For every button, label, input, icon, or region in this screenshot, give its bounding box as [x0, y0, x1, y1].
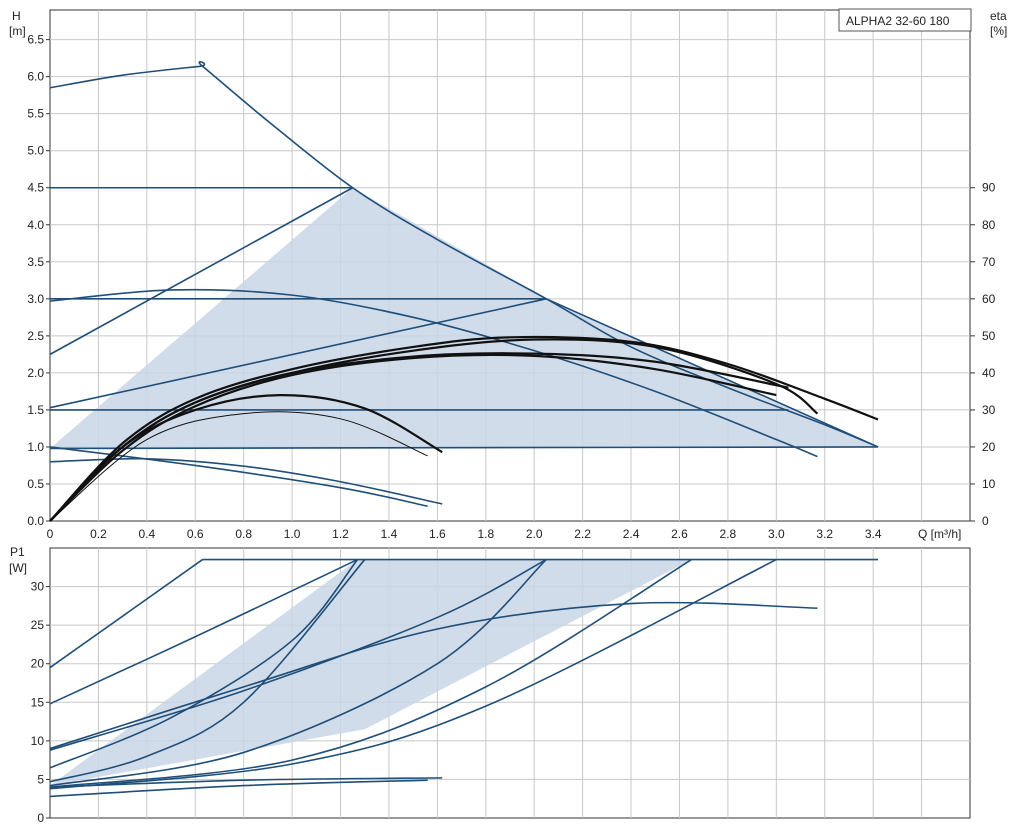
flow-x-tick-label: 2.2 — [574, 527, 591, 541]
flow-x-tick-label: 3.4 — [865, 527, 882, 541]
pump-model-label: ALPHA2 32-60 180 — [846, 14, 950, 28]
head-curve-line — [49, 298, 547, 409]
head-y-tick-label: 6.5 — [27, 33, 44, 47]
flow-x-tick-label: 0.4 — [138, 527, 155, 541]
flow-axis-label: Q [m³/h] — [918, 527, 961, 541]
power-y-tick-label: 15 — [31, 695, 45, 709]
power-axis-unit: [W] — [9, 561, 27, 575]
head-curve-line — [49, 288, 818, 458]
axis-layer: 0.0 0.5 1.0 1.5 2.0 2.5 3.0 3.5 4.0 4.5 5.0 5.5 6.0 6… — [27, 33, 995, 825]
head-axis-unit: [m] — [9, 24, 26, 38]
power-y-tick-label: 0 — [37, 811, 44, 825]
efficiency-tick-label: 80 — [982, 218, 996, 232]
head-y-tick-label: 2.0 — [27, 366, 44, 380]
head-y-tick-label: 0.0 — [27, 514, 44, 528]
efficiency-tick-label: 60 — [982, 292, 996, 306]
power-y-tick-label: 30 — [31, 580, 45, 594]
efficiency-tick-label: 10 — [982, 477, 996, 491]
head-y-tick-label: 4.0 — [27, 218, 44, 232]
efficiency-tick-label: 70 — [982, 255, 996, 269]
power-operating-area — [50, 559, 692, 786]
power-curve-line — [49, 558, 547, 751]
flow-x-tick-label: 1.4 — [381, 527, 398, 541]
head-efficiency-thin-line — [49, 411, 428, 522]
efficiency-tick-label: 0 — [982, 514, 989, 528]
flow-x-tick-label: 2.6 — [671, 527, 688, 541]
power-curve-line — [49, 779, 428, 798]
head-curve-line — [49, 446, 879, 450]
flow-x-tick-label: 0.6 — [187, 527, 204, 541]
head-y-tick-label: 1.5 — [27, 403, 44, 417]
power-curve-line — [49, 558, 547, 787]
head-curve-line — [49, 457, 443, 505]
flow-x-tick-label: 0 — [47, 527, 54, 541]
top-panel-labels: H [m] eta [%] Q [m³/h] — [9, 9, 1007, 541]
power-curve-line — [49, 559, 366, 783]
head-curve-line — [49, 187, 354, 356]
head-y-tick-label: 3.0 — [27, 292, 44, 306]
flow-x-tick-label: 1.8 — [477, 527, 494, 541]
power-curve-line — [49, 558, 777, 790]
head-y-tick-label: 3.5 — [27, 255, 44, 269]
flow-x-tick-label: 1.0 — [284, 527, 301, 541]
flow-x-tick-label: 2.8 — [720, 527, 737, 541]
flow-x-tick-label: 3.0 — [768, 527, 785, 541]
flow-x-tick-label: 0.2 — [90, 527, 107, 541]
title-box: ALPHA2 32-60 180 — [838, 8, 972, 32]
power-curve-line — [49, 601, 818, 750]
flow-x-tick-label: 0.8 — [235, 527, 252, 541]
efficiency-tick-label: 50 — [982, 329, 996, 343]
flow-x-tick-label: 2.0 — [526, 527, 543, 541]
head-curve-line — [49, 446, 428, 507]
efficiency-tick-label: 40 — [982, 366, 996, 380]
power-y-tick-label: 5 — [37, 772, 44, 786]
power-curve-line — [49, 559, 359, 769]
power-y-tick-label: 25 — [31, 618, 45, 632]
flow-x-tick-label: 1.6 — [429, 527, 446, 541]
head-y-tick-label: 5.0 — [27, 144, 44, 158]
flow-x-tick-label: 2.4 — [623, 527, 640, 541]
efficiency-tick-label: 90 — [982, 181, 996, 195]
head-curve-line — [49, 61, 879, 448]
power-curve-line — [49, 558, 692, 788]
series-layer — [49, 61, 879, 798]
head-y-tick-label: 4.5 — [27, 181, 44, 195]
bottom-panel-labels: P1 [W] — [9, 545, 27, 575]
power-curve-line — [49, 558, 203, 669]
head-y-tick-label: 2.5 — [27, 329, 44, 343]
power-y-tick-label: 20 — [31, 657, 45, 671]
head-axis-label: H — [12, 9, 21, 23]
efficiency-axis-label: eta — [990, 9, 1007, 23]
efficiency-tick-label: 20 — [982, 440, 996, 454]
head-efficiency-line — [49, 353, 777, 522]
power-curve-line — [49, 777, 443, 788]
power-y-tick-label: 10 — [31, 734, 45, 748]
head-y-tick-label: 1.0 — [27, 440, 44, 454]
head-efficiency-line — [49, 335, 879, 522]
efficiency-tick-label: 30 — [982, 403, 996, 417]
power-axis-label: P1 — [10, 545, 25, 559]
flow-x-tick-label: 3.2 — [816, 527, 833, 541]
head-y-tick-label: 5.5 — [27, 107, 44, 121]
flow-x-tick-label: 1.2 — [332, 527, 349, 541]
head-efficiency-line — [49, 394, 443, 522]
head-y-tick-label: 0.5 — [27, 477, 44, 491]
head-y-tick-label: 6.0 — [27, 70, 44, 84]
power-curve-line — [49, 558, 358, 705]
efficiency-axis-unit: [%] — [990, 24, 1007, 38]
